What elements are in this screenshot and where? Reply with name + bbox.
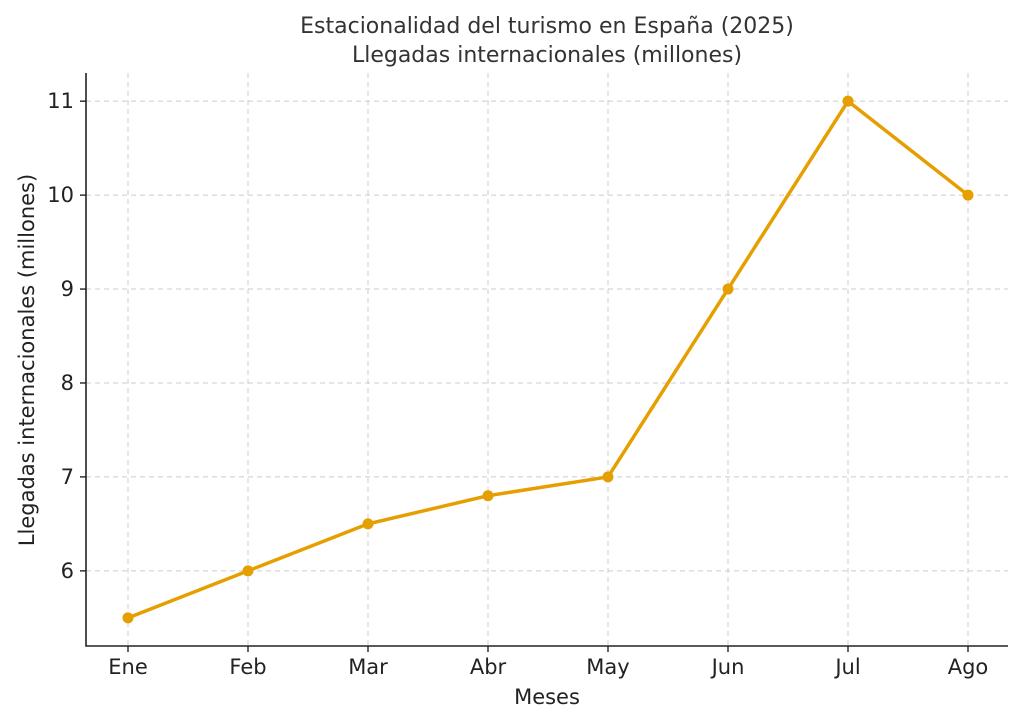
data-point-feb	[242, 565, 254, 577]
y-axis-label: Llegadas internacionales (millones)	[15, 174, 39, 546]
x-tick-label: May	[586, 655, 629, 679]
axis-ticks: Ene Feb Mar Abr May Jun Jul Ago 6 7 8 9 10 11	[47, 89, 988, 679]
y-tick-label: 9	[61, 277, 74, 301]
data-point-abr	[482, 490, 494, 502]
data-point-may	[602, 471, 614, 483]
y-tick-label: 7	[61, 465, 74, 489]
x-tick-label: Jul	[833, 655, 860, 679]
x-tick-label: Ago	[948, 655, 989, 679]
x-tick-label: Ene	[108, 655, 148, 679]
series-line	[126, 99, 970, 620]
data-point-jun	[722, 283, 734, 295]
data-point-ene	[122, 612, 134, 624]
data-point-ago	[962, 189, 974, 201]
x-axis-label: Meses	[514, 685, 580, 709]
y-tick-label: 6	[61, 559, 74, 583]
y-tick-label: 11	[47, 89, 74, 113]
x-tick-label: Abr	[470, 655, 507, 679]
grid-lines	[86, 73, 1008, 646]
data-point-mar	[362, 518, 374, 530]
x-tick-label: Feb	[229, 655, 266, 679]
data-point-jul	[842, 95, 854, 107]
axis-spines	[85, 73, 1008, 647]
chart-title: Estacionalidad del turismo en España (20…	[300, 14, 794, 39]
chart-subtitle: Llegadas internacionales (millones)	[352, 43, 742, 68]
x-tick-label: Mar	[348, 655, 388, 679]
x-tick-label: Jun	[710, 655, 745, 679]
series-layer	[122, 95, 974, 624]
y-tick-label: 10	[47, 183, 74, 207]
y-tick-label: 8	[61, 371, 74, 395]
